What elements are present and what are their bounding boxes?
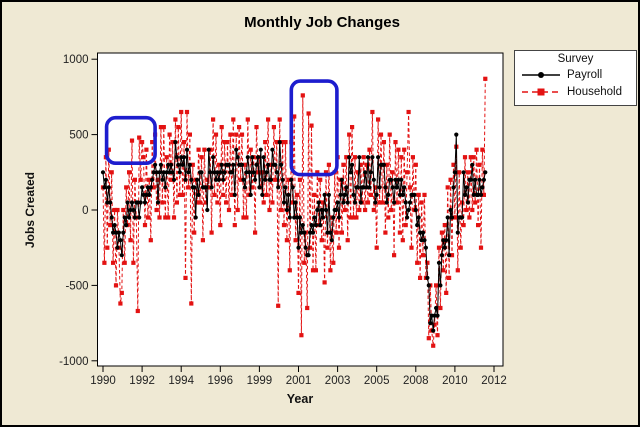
payroll-line-sample-icon <box>522 71 560 78</box>
svg-text:2012: 2012 <box>481 375 507 387</box>
svg-text:1996: 1996 <box>208 375 234 387</box>
chart-title: Monthly Job Changes <box>244 14 400 31</box>
legend-item-household: Household <box>515 83 636 100</box>
svg-text:2010: 2010 <box>442 375 468 387</box>
svg-text:-500: -500 <box>65 280 88 292</box>
legend-title: Survey <box>557 53 594 65</box>
svg-text:500: 500 <box>69 130 88 142</box>
svg-text:0: 0 <box>82 205 88 217</box>
legend-item-payroll: Payroll <box>515 66 636 83</box>
svg-text:2003: 2003 <box>325 375 351 387</box>
x-axis-title: Year <box>286 392 314 406</box>
svg-text:1992: 1992 <box>129 375 155 387</box>
svg-text:1994: 1994 <box>168 375 194 387</box>
svg-text:2008: 2008 <box>403 375 429 387</box>
svg-text:2005: 2005 <box>364 375 390 387</box>
legend-label-payroll: Payroll <box>567 68 603 81</box>
svg-text:1000: 1000 <box>63 54 89 66</box>
household-line-sample-icon <box>522 88 560 95</box>
svg-text:2001: 2001 <box>286 375 312 387</box>
svg-text:1990: 1990 <box>90 375 116 387</box>
legend-label-household: Household <box>567 85 622 98</box>
legend: Survey Payroll Household <box>514 50 637 106</box>
svg-text:-1000: -1000 <box>59 356 88 368</box>
svg-text:1999: 1999 <box>247 375 273 387</box>
